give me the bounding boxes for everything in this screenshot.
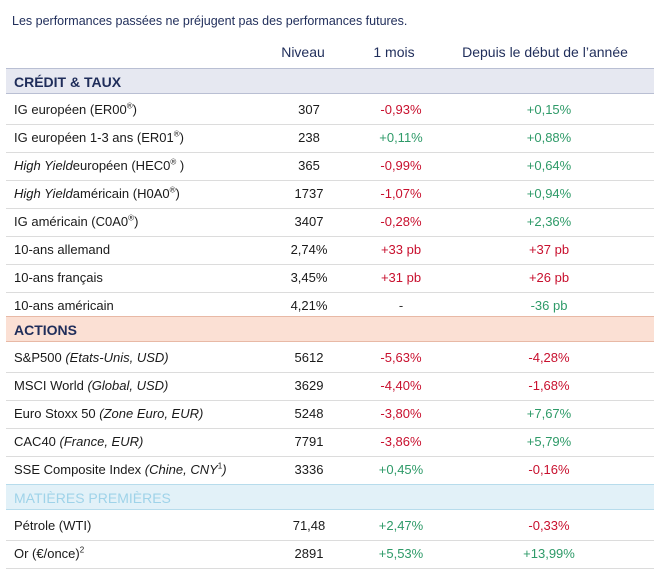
row-ytd: +13,99% — [523, 546, 575, 561]
row-name: IG européen (ER00®) — [14, 101, 137, 117]
table-row: IG américain (C0A0®) 3407 -0,28% +2,36% — [6, 208, 654, 237]
row-month: -1,07% — [380, 186, 422, 201]
row-month: +0,11% — [379, 130, 423, 145]
row-ytd: -0,33% — [528, 518, 570, 533]
table-row: 10-ans allemand 2,74% +33 pb +37 pb — [6, 236, 654, 265]
row-month: +31 pb — [380, 270, 422, 285]
row-ytd: +26 pb — [528, 270, 570, 285]
row-level: 3336 — [294, 462, 324, 477]
row-month: -0,28% — [380, 214, 422, 229]
row-level: 1737 — [294, 186, 324, 201]
row-ytd: +0,15% — [526, 102, 572, 117]
row-level: 71,48 — [292, 518, 326, 533]
row-month: +33 pb — [380, 242, 422, 257]
table-row: CAC40 (France, EUR) 7791 -3,86% +5,79% — [6, 428, 654, 457]
row-name: Or (€/once)2 — [14, 545, 85, 561]
row-month: +2,47% — [378, 518, 424, 533]
table-row: IG européen 1-3 ans (ER01®) 238 +0,11% +… — [6, 124, 654, 153]
row-ytd: +0,94% — [526, 186, 572, 201]
row-ytd: -1,68% — [528, 378, 570, 393]
row-level: 4,21% — [290, 298, 328, 313]
table-row: Or (€/once)2 2891 +5,53% +13,99% — [6, 540, 654, 569]
row-ytd: +0,64% — [526, 158, 572, 173]
row-name: CAC40 (France, EUR) — [14, 434, 144, 449]
section-commodities: MATIÈRES PREMIÈRES — [6, 484, 654, 510]
row-month: -5,63% — [380, 350, 422, 365]
row-ytd: +2,36% — [526, 214, 572, 229]
row-level: 5612 — [294, 350, 324, 365]
table-row: 10-ans américain 4,21% - -36 pb — [6, 292, 654, 320]
row-ytd: +5,79% — [526, 434, 572, 449]
row-name: 10-ans américain — [14, 298, 114, 313]
row-level: 3,45% — [290, 270, 328, 285]
column-header-month: 1 mois — [373, 44, 415, 60]
table-row: S&P500 (Etats-Unis, USD) 5612 -5,63% -4,… — [6, 344, 654, 373]
row-ytd: +7,67% — [526, 406, 572, 421]
row-level: 3407 — [294, 214, 324, 229]
disclaimer-text: Les performances passées ne préjugent pa… — [12, 14, 408, 28]
section-credit-rates: CRÉDIT & TAUX — [6, 68, 654, 94]
row-level: 2,74% — [290, 242, 328, 257]
row-month: +5,53% — [378, 546, 424, 561]
row-ytd: -4,28% — [528, 350, 570, 365]
table-row: High Yieldeuropéen (HEC0® ) 365 -0,99% +… — [6, 152, 654, 181]
row-name: Euro Stoxx 50 (Zone Euro, EUR) — [14, 406, 204, 421]
row-name: SSE Composite Index (Chine, CNY1) — [14, 461, 227, 477]
row-month: - — [398, 298, 404, 313]
table-row: IG européen (ER00®) 307 -0,93% +0,15% — [6, 96, 654, 125]
row-name: 10-ans allemand — [14, 242, 111, 257]
row-level: 365 — [298, 158, 320, 173]
row-name: High Yieldaméricain (H0A0®) — [14, 185, 180, 201]
row-name: MSCI World (Global, USD) — [14, 378, 169, 393]
row-level: 5248 — [294, 406, 324, 421]
table-row: 10-ans français 3,45% +31 pb +26 pb — [6, 264, 654, 293]
row-month: -4,40% — [380, 378, 422, 393]
row-level: 7791 — [294, 434, 324, 449]
table-row: High Yieldaméricain (H0A0®) 1737 -1,07% … — [6, 180, 654, 209]
row-name: IG européen 1-3 ans (ER01®) — [14, 129, 184, 145]
row-ytd: +0,88% — [526, 130, 572, 145]
section-equities: ACTIONS — [6, 316, 654, 342]
row-month: -0,93% — [380, 102, 422, 117]
row-month: -3,80% — [380, 406, 422, 421]
row-month: +0,45% — [378, 462, 424, 477]
row-month: -0,99% — [380, 158, 422, 173]
row-name: S&P500 (Etats-Unis, USD) — [14, 350, 169, 365]
row-name: High Yieldeuropéen (HEC0® ) — [14, 157, 185, 173]
column-header-ytd: Depuis le début de l’année — [462, 44, 628, 60]
row-ytd: -36 pb — [530, 298, 568, 313]
table-row: Euro Stoxx 50 (Zone Euro, EUR) 5248 -3,8… — [6, 400, 654, 429]
row-level: 238 — [298, 130, 320, 145]
row-name: IG américain (C0A0®) — [14, 213, 139, 229]
row-month: -3,86% — [380, 434, 422, 449]
row-name: 10-ans français — [14, 270, 103, 285]
row-ytd: +37 pb — [528, 242, 570, 257]
row-level: 2891 — [294, 546, 324, 561]
row-name: Pétrole (WTI) — [14, 518, 92, 533]
table-row: SSE Composite Index (Chine, CNY1) 3336 +… — [6, 456, 654, 484]
row-level: 3629 — [294, 378, 324, 393]
table-row: Pétrole (WTI) 71,48 +2,47% -0,33% — [6, 512, 654, 541]
column-header-level: Niveau — [281, 44, 325, 60]
row-level: 307 — [298, 102, 320, 117]
table-row: MSCI World (Global, USD) 3629 -4,40% -1,… — [6, 372, 654, 401]
row-ytd: -0,16% — [528, 462, 570, 477]
